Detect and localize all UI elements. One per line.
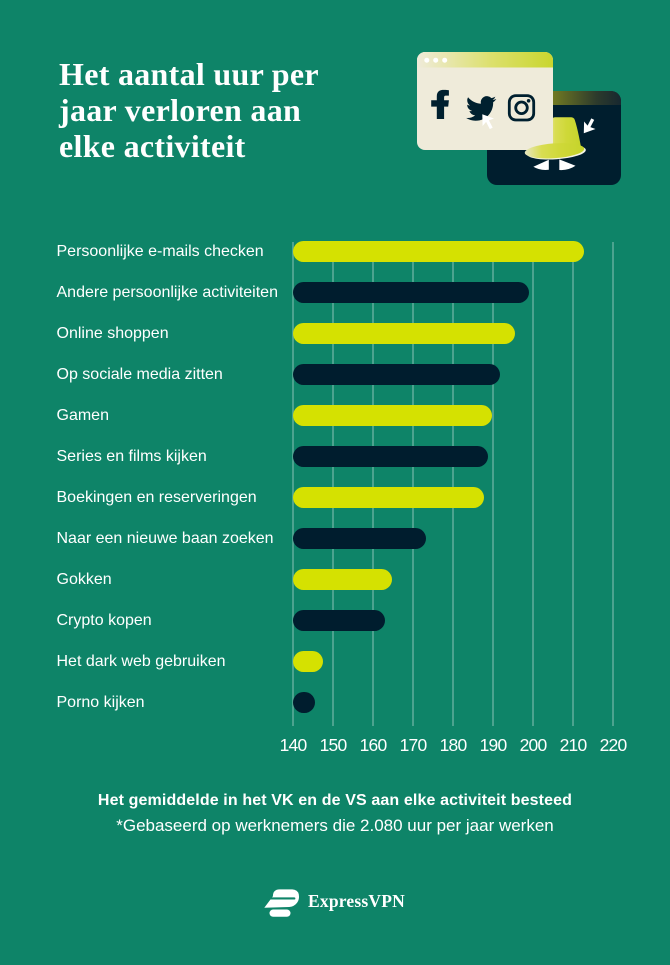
svg-text:ExpressVPN: ExpressVPN (308, 891, 405, 911)
